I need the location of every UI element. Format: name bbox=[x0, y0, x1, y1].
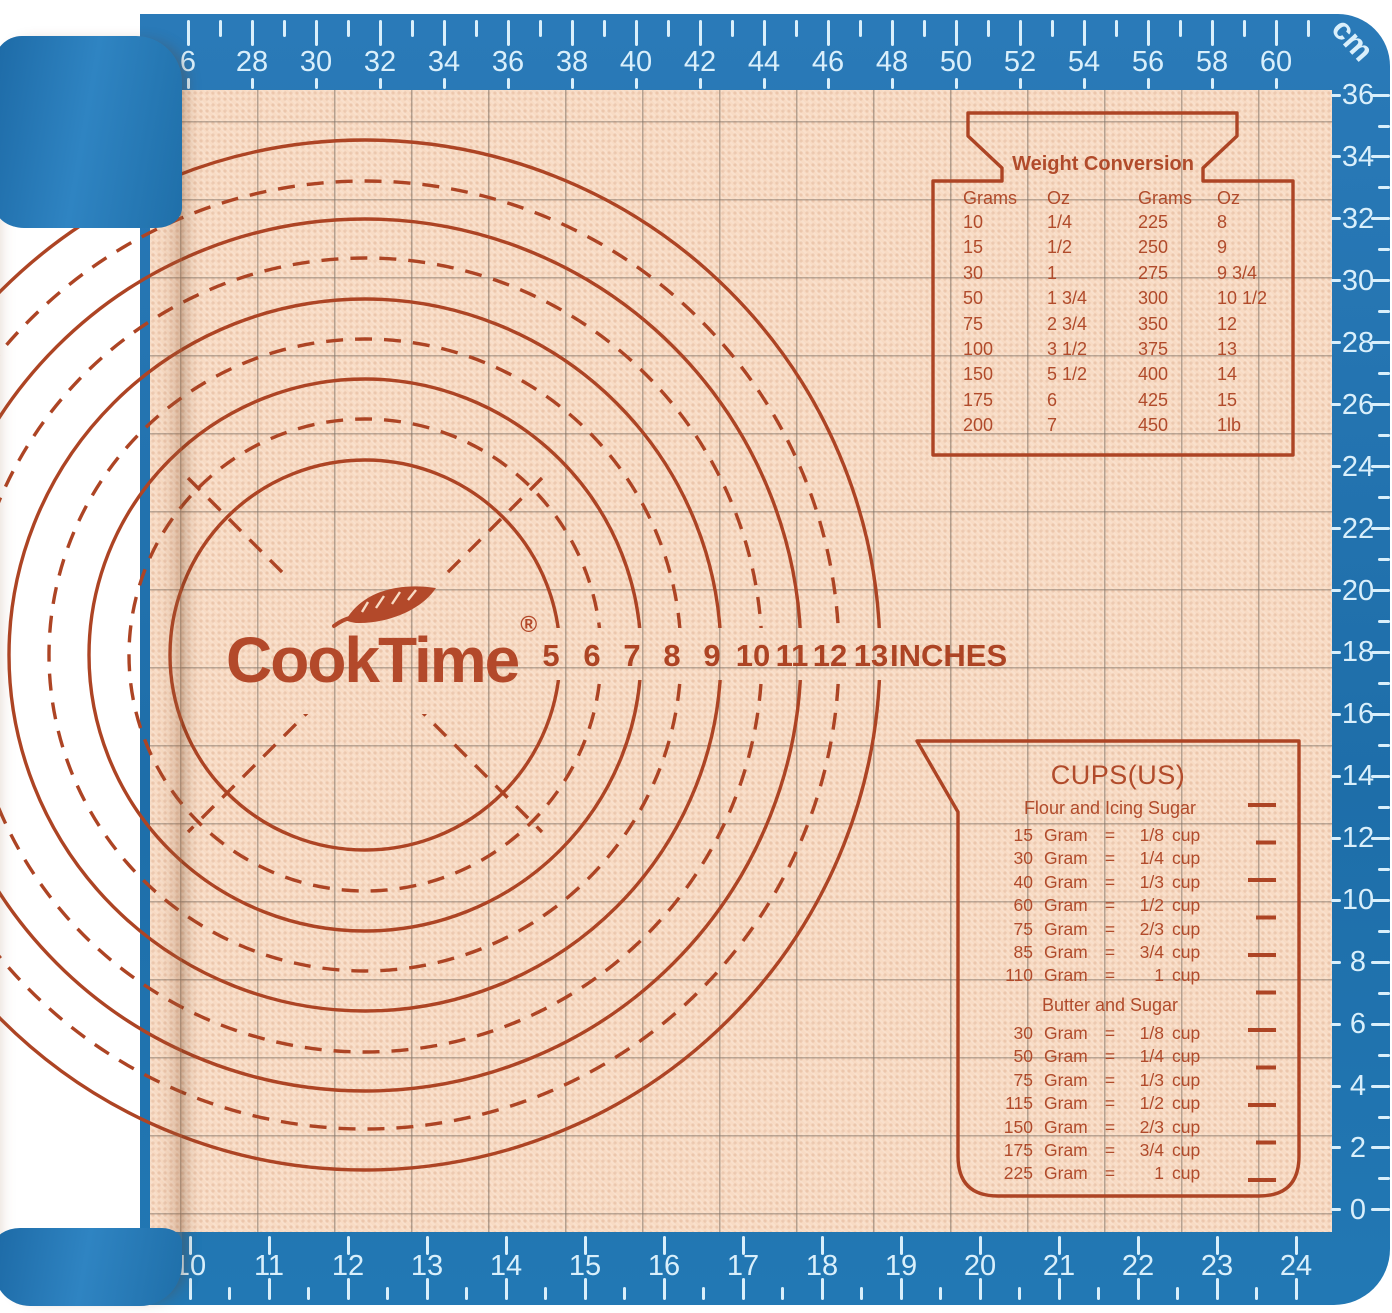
mat-surface bbox=[150, 90, 1332, 1232]
roll-blue-edge-top bbox=[0, 36, 182, 228]
mat-roll bbox=[0, 36, 182, 1306]
roll-blue-edge-bottom bbox=[0, 1228, 182, 1306]
pastry-mat bbox=[140, 14, 1390, 1305]
